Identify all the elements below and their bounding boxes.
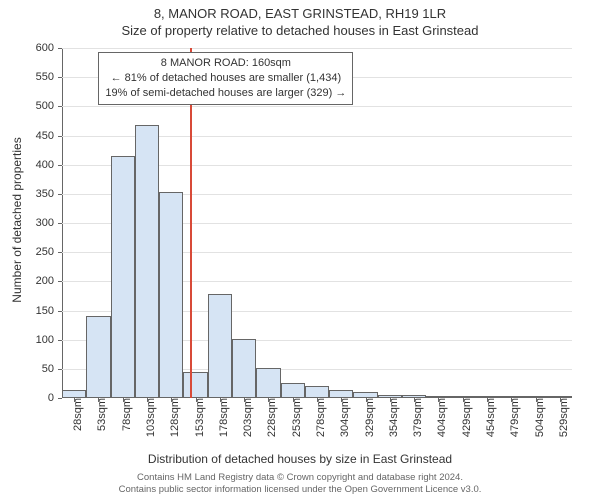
ytick-label: 250	[36, 246, 62, 258]
ytick-label: 0	[48, 392, 62, 404]
xtick-label: 53sqm	[88, 398, 108, 431]
footer-line2: Contains public sector information licen…	[0, 484, 600, 496]
ytick-label: 200	[36, 275, 62, 287]
footer-line1: Contains HM Land Registry data © Crown c…	[0, 472, 600, 484]
histogram-bar	[305, 386, 329, 398]
histogram-bar	[281, 383, 305, 398]
ytick-label: 500	[36, 100, 62, 112]
xtick-label: 354sqm	[380, 398, 400, 437]
annotation-line3: 19% of semi-detached houses are larger (…	[105, 86, 346, 101]
ytick-label: 450	[36, 130, 62, 142]
annotation-line2: ← 81% of detached houses are smaller (1,…	[105, 71, 346, 86]
chart-title-main: 8, MANOR ROAD, EAST GRINSTEAD, RH19 1LR	[0, 0, 600, 21]
annotation-line1: 8 MANOR ROAD: 160sqm	[105, 56, 346, 71]
histogram-bar	[329, 390, 353, 398]
ytick-label: 150	[36, 305, 62, 317]
gridline	[62, 48, 572, 49]
xtick-label: 379sqm	[404, 398, 424, 437]
ytick-label: 100	[36, 334, 62, 346]
histogram-bar	[111, 156, 135, 398]
ytick-label: 350	[36, 188, 62, 200]
xtick-label: 454sqm	[477, 398, 497, 437]
chart-container: 8, MANOR ROAD, EAST GRINSTEAD, RH19 1LR …	[0, 0, 600, 500]
xtick-label: 529sqm	[550, 398, 570, 437]
histogram-bar	[183, 372, 207, 398]
histogram-bar	[135, 125, 159, 398]
xtick-label: 28sqm	[64, 398, 84, 431]
histogram-bar	[256, 368, 280, 398]
histogram-bar	[208, 294, 232, 398]
xtick-label: 504sqm	[526, 398, 546, 437]
ytick-label: 50	[42, 363, 62, 375]
histogram-bar	[159, 192, 183, 398]
histogram-bar	[232, 339, 256, 399]
ytick-label: 400	[36, 159, 62, 171]
xtick-label: 253sqm	[283, 398, 303, 437]
xtick-label: 228sqm	[258, 398, 278, 437]
xtick-label: 78sqm	[113, 398, 133, 431]
gridline	[62, 106, 572, 107]
xtick-label: 153sqm	[186, 398, 206, 437]
plot-area: 05010015020025030035040045050055060028sq…	[62, 48, 572, 398]
x-axis-label: Distribution of detached houses by size …	[0, 452, 600, 466]
ytick-label: 600	[36, 42, 62, 54]
footer-attribution: Contains HM Land Registry data © Crown c…	[0, 472, 600, 496]
xtick-label: 479sqm	[501, 398, 521, 437]
histogram-bar	[62, 390, 86, 398]
xtick-label: 128sqm	[161, 398, 181, 437]
xtick-label: 178sqm	[210, 398, 230, 437]
xtick-label: 103sqm	[137, 398, 157, 437]
y-axis-label: Number of detached properties	[10, 55, 24, 220]
xtick-label: 329sqm	[356, 398, 376, 437]
ytick-label: 300	[36, 217, 62, 229]
annotation-box: 8 MANOR ROAD: 160sqm ← 81% of detached h…	[98, 52, 353, 105]
histogram-bar	[86, 316, 110, 398]
xtick-label: 304sqm	[331, 398, 351, 437]
ytick-label: 550	[36, 71, 62, 83]
xtick-label: 203sqm	[234, 398, 254, 437]
xtick-label: 278sqm	[307, 398, 327, 437]
xtick-label: 404sqm	[428, 398, 448, 437]
chart-title-sub: Size of property relative to detached ho…	[0, 21, 600, 38]
xtick-label: 429sqm	[453, 398, 473, 437]
